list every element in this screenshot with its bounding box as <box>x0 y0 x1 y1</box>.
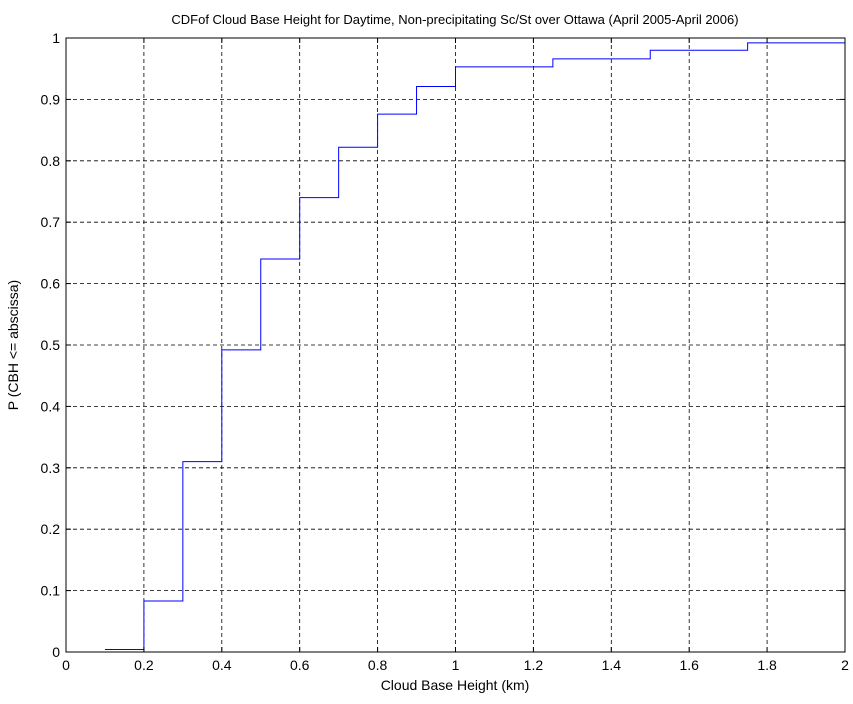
x-tick-label: 1.6 <box>679 657 699 673</box>
y-tick-label: 0.5 <box>41 337 61 353</box>
x-tick-label: 0 <box>62 657 70 673</box>
y-tick-label: 1 <box>52 30 60 46</box>
cdf-step-line <box>104 42 845 651</box>
chart-title: CDFof Cloud Base Height for Daytime, Non… <box>171 12 738 27</box>
grid <box>66 38 845 652</box>
y-tick-label: 0 <box>52 644 60 660</box>
x-tick-label: 1.4 <box>602 657 622 673</box>
y-tick-label: 0.6 <box>41 276 61 292</box>
x-tick-label: 1 <box>452 657 460 673</box>
y-axis-title: P (CBH <= abscissa) <box>5 280 21 410</box>
y-tick-label: 0.8 <box>41 153 61 169</box>
x-tick-label: 0.4 <box>212 657 232 673</box>
x-tick-label: 0.6 <box>290 657 310 673</box>
y-tick-label: 0.1 <box>41 583 61 599</box>
x-axis-title: Cloud Base Height (km) <box>381 677 530 693</box>
ticks: 0 0.2 0.4 0.6 0.8 1 1.2 1.4 1.6 1.8 2 0 0.1 0.2 0.3 0.4… <box>41 30 850 673</box>
x-tick-label: 1.8 <box>757 657 777 673</box>
x-tick-label: 0.2 <box>134 657 154 673</box>
x-tick-label: 2 <box>841 657 849 673</box>
y-tick-label: 0.4 <box>41 398 61 414</box>
y-tick-label: 0.2 <box>41 521 61 537</box>
y-tick-label: 0.9 <box>41 91 61 107</box>
series-layer <box>104 42 845 651</box>
y-tick-label: 0.7 <box>41 214 61 230</box>
x-tick-label: 1.2 <box>524 657 544 673</box>
y-tick-label: 0.3 <box>41 460 61 476</box>
x-tick-label: 0.8 <box>368 657 388 673</box>
